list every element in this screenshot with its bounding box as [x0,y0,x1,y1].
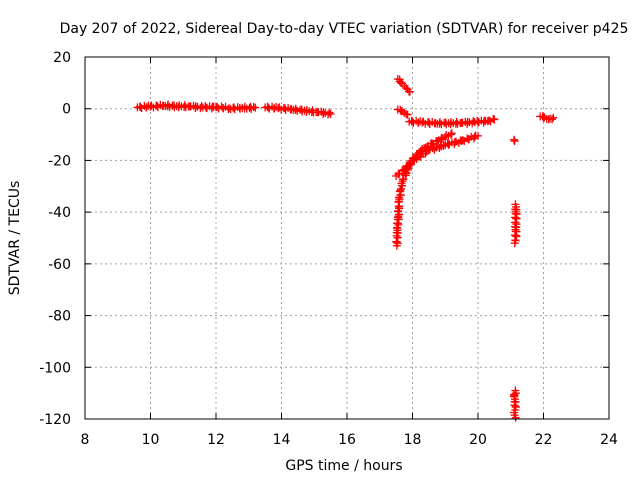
trace-marker [471,131,480,140]
x-tick-label: 16 [338,432,356,448]
y-tick-label: -60 [48,257,71,273]
trace-marker [249,103,258,112]
y-tick-label: -20 [48,153,71,169]
trace-marker [443,139,452,148]
trace-marker [414,118,423,127]
trace-marker [538,112,547,121]
trace-marker [512,232,521,241]
trace-marker [439,141,448,150]
trace-marker [396,186,405,195]
series-5 [405,114,499,129]
trace-marker [405,87,414,96]
trace-marker [433,137,442,146]
trace-marker [398,79,407,88]
trace-marker [470,132,479,141]
y-tick-label: 0 [62,102,71,118]
trace-marker [485,116,494,125]
y-tick-label: -80 [48,309,71,325]
trace-marker [437,133,446,142]
trace-marker [418,145,427,154]
x-tick-label: 24 [600,432,618,448]
trace-marker [142,103,151,112]
data-points [133,74,558,422]
trace-marker [458,136,467,145]
trace-marker [325,108,334,117]
chart-title: Day 207 of 2022, Sidereal Day-to-day VTE… [60,21,629,37]
trace-marker [511,236,520,245]
trace-marker [510,401,519,410]
tick-labels: 8 10 12 14 16 18 20 22 24 20 0 -20 -40 -60 -80 -100 -120 [39,50,618,448]
x-tick-label: 18 [404,432,422,448]
y-axis-label: SDTVAR / TECUs [7,181,23,296]
x-tick-label: 22 [535,432,553,448]
grid-lines [85,57,609,419]
trace-marker [394,229,403,238]
series-7 [392,129,456,250]
trace-marker [393,219,402,228]
x-tick-label: 20 [469,432,487,448]
trace-marker [398,107,407,116]
trace-marker [446,130,455,139]
y-tick-label: -120 [39,412,71,428]
trace-marker [396,105,405,114]
trace-marker [413,150,422,159]
data-point [490,115,499,124]
x-tick-label: 8 [81,432,90,448]
y-tick-label: -100 [39,360,71,376]
trace-marker [452,117,461,126]
x-tick-label: 14 [273,432,291,448]
axis-ticks [84,56,610,420]
series-2 [261,102,335,119]
series-9 [536,112,558,124]
trace-marker [548,115,557,124]
trace-marker [438,135,447,144]
trace-marker [408,117,417,126]
trace-marker [324,110,333,119]
series-8 [509,135,521,422]
series-4 [393,105,412,119]
x-tick-label: 10 [142,432,160,448]
trace-marker [540,113,549,122]
x-tick-label: 12 [207,432,225,448]
trace-marker [397,179,406,188]
data-point [510,135,519,144]
y-tick-label: -40 [48,205,71,221]
trace-marker [264,103,273,112]
trace-marker [511,403,520,412]
data-point [549,113,558,122]
x-axis-label: GPS time / hours [285,458,402,474]
trace-marker [270,104,279,113]
trace-marker [489,114,498,123]
trace-marker [245,103,254,112]
data-point [510,137,519,146]
trace-marker [402,110,411,119]
series-3 [393,74,414,96]
trace-marker [423,143,432,152]
y-tick-label: 20 [53,50,71,66]
series-1 [133,100,260,114]
data-point [511,413,520,422]
trace-marker [463,134,472,143]
